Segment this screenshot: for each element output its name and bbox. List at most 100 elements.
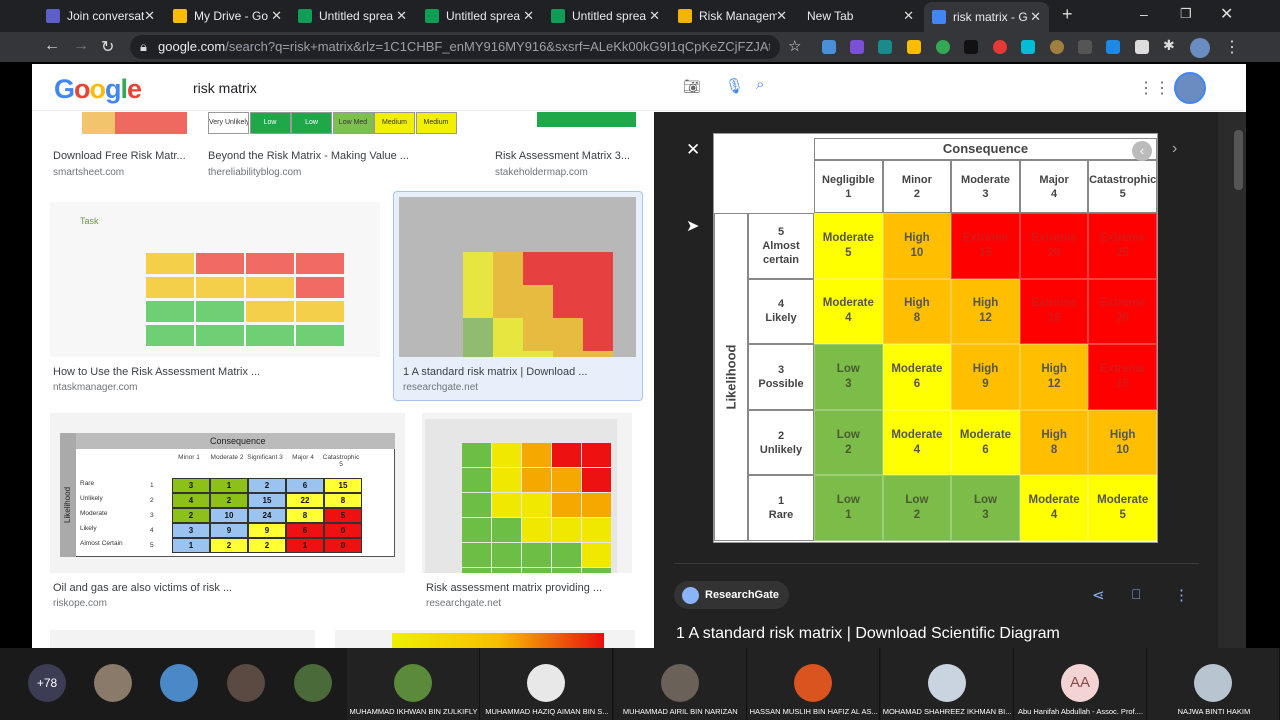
thumb-cell [492, 468, 521, 492]
extension-icon[interactable] [878, 40, 892, 54]
puzzle-extensions-icon[interactable]: ✱ [1163, 37, 1175, 53]
account-avatar[interactable] [1174, 72, 1206, 104]
participant-tile[interactable]: MUHAMMAD IKHWAN BIN ZULKIFLY [347, 648, 480, 720]
prev-image-icon[interactable]: ‹ [1132, 141, 1152, 161]
scrollbar[interactable] [1218, 112, 1246, 648]
google-logo[interactable]: Google [54, 74, 142, 104]
browser-tab[interactable]: Untitled sprea ✕ [543, 4, 668, 28]
drive-extension-icon[interactable] [907, 40, 921, 54]
preview-title[interactable]: 1 A standard risk matrix | Download Scie… [676, 625, 1060, 642]
result-domain: researchgate.net [426, 598, 502, 609]
extension-icon[interactable] [936, 40, 950, 54]
forward-icon[interactable]: → [73, 37, 89, 54]
extension-icon[interactable] [964, 40, 978, 54]
thumb-cell: Medium [374, 112, 415, 134]
bookmark-icon[interactable]: ⎕ [1132, 586, 1141, 602]
risk-cell-text: Extreme [1099, 231, 1146, 244]
extension-icon[interactable] [1050, 40, 1064, 54]
apps-grid-icon[interactable]: ⋮⋮ [1138, 80, 1170, 97]
thumb-col-label: Minor 1 [178, 454, 200, 461]
result-thumbnail[interactable] [50, 112, 187, 134]
participant-tile[interactable]: MUHAMMAD AIRIL BIN NARIZAN [613, 648, 747, 720]
close-tab-icon[interactable]: ✕ [649, 8, 660, 23]
result-title[interactable]: How to Use the Risk Assessment Matrix ..… [53, 366, 261, 378]
result-title[interactable]: Beyond the Risk Matrix - Making Value ..… [208, 150, 409, 162]
back-icon[interactable]: ← [44, 37, 60, 54]
result-thumbnail[interactable]: Consequence Likelihood Minor 1 Moderate 2 Si… [50, 413, 405, 573]
close-window-icon[interactable]: ✕ [1220, 6, 1234, 23]
share-icon[interactable]: ⋖ [1092, 587, 1105, 604]
profile-avatar[interactable] [1190, 38, 1210, 58]
browser-tab[interactable]: risk matrix - G ✕ [924, 2, 1049, 32]
participant-tile[interactable]: HASSAN MUSLIH BIN HAFIZ AL AS... [747, 648, 881, 720]
browser-tab[interactable]: Risk Managem ✕ [670, 4, 795, 28]
more-options-icon[interactable]: ⋮ [1174, 587, 1189, 604]
source-chip[interactable]: ResearchGate [674, 581, 789, 609]
participant-tile[interactable]: MOHAMAD SHAHREEZ IKHMAN BI... [880, 648, 1014, 720]
maximize-icon[interactable]: ❐ [1180, 6, 1192, 21]
participant-avatar[interactable] [227, 664, 265, 702]
result-thumbnail[interactable] [537, 112, 636, 127]
result-title[interactable]: 1 A standard risk matrix | Download ... [403, 366, 588, 378]
thumb-cell [493, 285, 523, 318]
microphone-icon[interactable]: 🎙︎ [725, 78, 745, 95]
result-thumbnail[interactable] [50, 630, 315, 648]
participant-avatar[interactable] [160, 664, 198, 702]
browser-tab[interactable]: Untitled sprea ✕ [290, 4, 415, 28]
risk-cell: High 12 [1019, 344, 1089, 410]
result-title[interactable]: Oil and gas are also victims of risk ... [53, 582, 233, 594]
result-thumbnail[interactable]: Task [50, 202, 380, 357]
risk-cell: High 9 [951, 344, 1020, 410]
risk-cell-text: 10 [1116, 443, 1130, 456]
browser-tab[interactable]: Untitled sprea ✕ [417, 4, 542, 28]
reader-icon[interactable] [1135, 40, 1149, 54]
result-thumbnail[interactable] [422, 413, 632, 573]
extension-icon[interactable] [993, 40, 1007, 54]
participant-avatar[interactable] [94, 664, 132, 702]
result-title[interactable]: Risk assessment matrix providing ... [426, 582, 603, 594]
close-tab-icon[interactable]: ✕ [903, 8, 914, 23]
search-icon[interactable]: ⌕ [756, 76, 765, 93]
thumb-cell [583, 252, 613, 285]
result-thumbnail[interactable]: Very Unlikely Low Low Low Med Medium Medium [208, 112, 474, 134]
search-input[interactable]: risk matrix [193, 80, 257, 96]
browser-tab[interactable]: Join conversat ✕ [38, 4, 163, 28]
extension-icon[interactable] [822, 40, 836, 54]
new-tab-icon[interactable]: + [1062, 4, 1073, 24]
bookmark-star-icon[interactable]: ☆ [788, 38, 802, 55]
browser-tab[interactable]: New Tab ✕ [797, 4, 922, 28]
extension-icon[interactable] [1106, 40, 1120, 54]
result-thumbnail[interactable] [335, 630, 635, 648]
likelihood-axis: Likelihood [714, 213, 748, 541]
column-header-line: Negligible [822, 173, 875, 186]
result-thumbnail[interactable] [399, 197, 636, 357]
camera-search-icon[interactable]: 📷︎ [683, 78, 701, 94]
more-participants-count[interactable]: +78 [28, 664, 66, 702]
extension-icon[interactable] [1021, 40, 1035, 54]
participant-tile[interactable]: AA Abu Hanifah Abdullah - Assoc. Prof.... [1014, 648, 1147, 720]
browser-tab[interactable]: My Drive - Go ✕ [165, 4, 290, 28]
participant-tile[interactable]: MUHAMMAD HAZIQ AIMAN BIN S... [480, 648, 614, 720]
risk-cell-text: Moderate [1028, 494, 1080, 507]
result-title[interactable]: Risk Assessment Matrix 3... [495, 150, 631, 162]
close-tab-icon[interactable]: ✕ [776, 8, 787, 23]
close-tab-icon[interactable]: ✕ [396, 8, 407, 23]
url-input[interactable]: 🔒︎ google.com/search?q=risk+matrix&rlz=1C… [130, 35, 780, 59]
close-preview-icon[interactable]: ✕ [686, 140, 701, 159]
menu-kebab-icon[interactable]: ⋮ [1224, 39, 1240, 56]
thumb-cell [582, 443, 611, 467]
close-tab-icon[interactable]: ✕ [523, 8, 534, 23]
reload-icon[interactable]: ↻ [101, 39, 115, 56]
close-tab-icon[interactable]: ✕ [144, 8, 155, 23]
participant-tile[interactable]: NAJWA BINTI HAKIM [1147, 648, 1280, 720]
minimize-icon[interactable]: – [1140, 6, 1148, 22]
result-title[interactable]: Download Free Risk Matr... [53, 150, 186, 162]
extension-icon[interactable] [850, 40, 864, 54]
close-tab-icon[interactable]: ✕ [1030, 9, 1041, 24]
close-tab-icon[interactable]: ✕ [271, 8, 282, 23]
extension-icon[interactable] [1078, 40, 1092, 54]
participant-avatar[interactable] [294, 664, 332, 702]
next-image-icon[interactable]: › [1172, 140, 1178, 157]
row-label-line: Rare [768, 509, 794, 522]
tab-title: My Drive - Go [194, 9, 269, 23]
